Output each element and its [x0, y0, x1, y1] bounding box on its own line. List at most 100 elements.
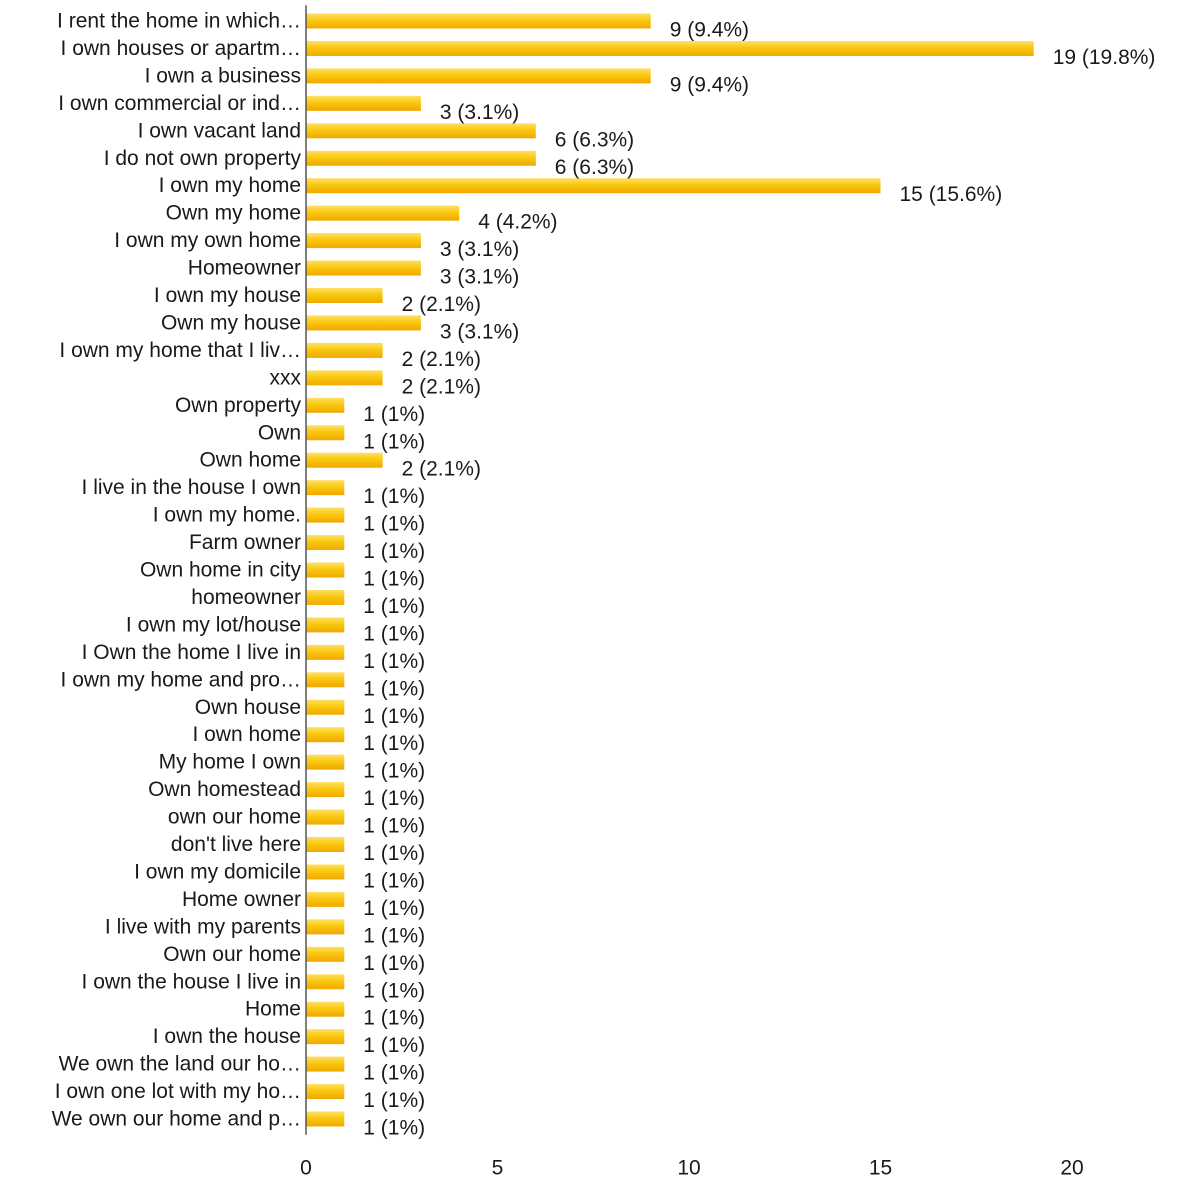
data-label: 2 (2.1%) — [402, 375, 481, 398]
bar — [306, 617, 345, 633]
data-label: 1 (1%) — [363, 732, 425, 755]
category-label: I rent the home in which… — [57, 10, 301, 33]
bar — [306, 68, 651, 84]
category-label: I own my house — [154, 284, 301, 307]
bar — [306, 727, 345, 743]
bar — [306, 480, 345, 496]
data-label: 4 (4.2%) — [478, 211, 557, 234]
category-label: I own vacant land — [138, 119, 301, 142]
data-label: 9 (9.4%) — [670, 19, 749, 42]
bar — [306, 95, 421, 111]
category-label: We own the land our ho… — [59, 1053, 301, 1076]
data-label: 19 (19.8%) — [1053, 46, 1156, 69]
data-label: 1 (1%) — [363, 952, 425, 975]
data-label: 1 (1%) — [363, 1034, 425, 1057]
x-tick-label: 10 — [677, 1157, 700, 1180]
data-label: 1 (1%) — [363, 430, 425, 453]
bar — [306, 315, 421, 331]
data-labels: 9 (9.4%) 19 (19.8%) 9 (9.4%) 3 (3.1%) 6 (6.3… — [363, 19, 1155, 1140]
data-label: 3 (3.1%) — [440, 266, 519, 289]
category-label: Own property — [175, 394, 302, 417]
bar — [306, 425, 345, 441]
category-label: Own my home — [166, 202, 301, 225]
bar — [306, 589, 345, 605]
bar — [306, 754, 345, 770]
bar — [306, 260, 421, 276]
category-label: Own home in city — [140, 559, 302, 582]
category-labels: I rent the home in which… I own houses or… — [52, 10, 302, 1131]
category-label: I own my domicile — [134, 860, 301, 883]
category-label: I own my own home — [114, 229, 301, 252]
bar — [306, 507, 345, 523]
data-label: 3 (3.1%) — [440, 320, 519, 343]
data-label: 1 (1%) — [363, 1062, 425, 1085]
bar — [306, 535, 345, 551]
data-label: 1 (1%) — [363, 568, 425, 591]
category-label: I own the house — [153, 1025, 301, 1048]
data-label: 1 (1%) — [363, 485, 425, 508]
category-label: I live with my parents — [105, 915, 301, 938]
category-label: Own my house — [161, 311, 301, 334]
bar — [306, 809, 345, 825]
category-label: Homeowner — [188, 257, 301, 280]
category-label: I own my home that I liv… — [59, 339, 301, 362]
category-label: Own homestead — [148, 778, 301, 801]
category-label: Own house — [195, 696, 301, 719]
category-label: We own our home and p… — [52, 1108, 301, 1131]
data-label: 1 (1%) — [363, 979, 425, 1002]
data-label: 15 (15.6%) — [900, 183, 1003, 206]
data-label: 1 (1%) — [363, 869, 425, 892]
x-tick-label: 15 — [869, 1157, 892, 1180]
data-label: 1 (1%) — [363, 1007, 425, 1030]
category-label: My home I own — [159, 751, 301, 774]
category-label: I own my home. — [153, 504, 301, 527]
bar — [306, 644, 345, 660]
category-label: Farm owner — [189, 531, 301, 554]
bar — [306, 919, 345, 935]
category-label: own our home — [168, 806, 301, 829]
category-label: I own my lot/house — [126, 613, 301, 636]
category-label: I live in the house I own — [82, 476, 301, 499]
bar — [306, 370, 383, 386]
data-label: 2 (2.1%) — [402, 348, 481, 371]
data-label: 1 (1%) — [363, 513, 425, 536]
category-label: Own home — [199, 449, 301, 472]
bar — [306, 40, 1034, 56]
data-label: 6 (6.3%) — [555, 156, 634, 179]
bar — [306, 233, 421, 249]
data-label: 1 (1%) — [363, 1117, 425, 1140]
x-tick-label: 5 — [492, 1157, 504, 1180]
data-label: 1 (1%) — [363, 897, 425, 920]
data-label: 1 (1%) — [363, 705, 425, 728]
data-label: 1 (1%) — [363, 1089, 425, 1112]
category-label: I do not own property — [104, 147, 302, 170]
bar — [306, 397, 345, 413]
bars-layer — [306, 13, 1034, 1127]
category-label: I Own the home I live in — [82, 641, 301, 664]
category-label: don't live here — [171, 833, 301, 856]
bar — [306, 562, 345, 578]
bar — [306, 1029, 345, 1045]
bar — [306, 288, 383, 303]
data-label: 1 (1%) — [363, 787, 425, 810]
data-label: 1 (1%) — [363, 403, 425, 426]
data-label: 1 (1%) — [363, 924, 425, 947]
bar — [306, 782, 345, 798]
bar — [306, 946, 345, 962]
category-label: xxx — [270, 366, 302, 389]
bar — [306, 974, 345, 990]
category-label: I own the house I live in — [82, 970, 301, 993]
x-axis-ticks: 0 5 10 15 20 — [300, 1157, 1084, 1180]
data-label: 9 (9.4%) — [670, 73, 749, 96]
category-label: homeowner — [191, 586, 301, 609]
bar — [306, 1084, 345, 1100]
bar — [306, 864, 345, 880]
data-label: 1 (1%) — [363, 540, 425, 563]
category-label: I own commercial or ind… — [58, 92, 301, 115]
category-label: I own my home — [159, 174, 301, 197]
bar — [306, 13, 651, 29]
bar — [306, 672, 345, 688]
category-label: Home — [245, 998, 301, 1021]
bar — [306, 699, 345, 715]
